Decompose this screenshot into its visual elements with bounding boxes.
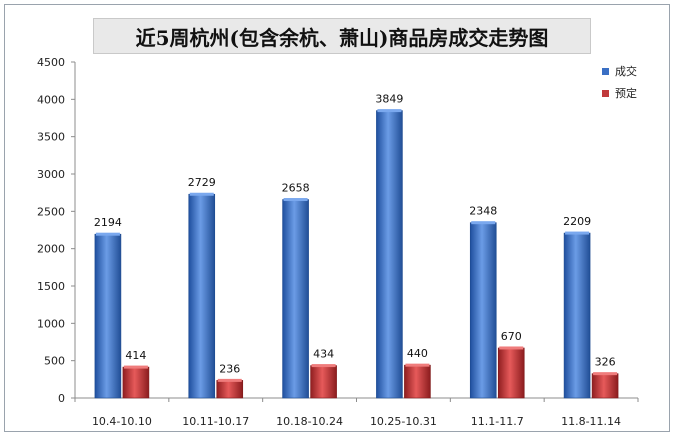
legend-item-deal: 成交 xyxy=(602,60,637,82)
y-tick-label: 0 xyxy=(58,392,65,405)
data-label-deal: 2729 xyxy=(188,176,216,189)
bar-deal xyxy=(282,199,309,399)
data-label-reserve: 434 xyxy=(313,348,334,361)
y-tick-label: 2000 xyxy=(37,243,65,256)
bar-reserve xyxy=(591,373,619,399)
bar-top-reserve xyxy=(311,364,336,368)
legend-swatch-reserve xyxy=(602,89,609,97)
data-label-reserve: 440 xyxy=(407,347,428,360)
bar-deal xyxy=(376,110,403,399)
x-tick-label: 10.4-10.10 xyxy=(92,415,152,428)
y-tick-label: 1000 xyxy=(37,317,65,330)
data-label-deal: 2194 xyxy=(94,216,122,229)
legend-item-reserve: 预定 xyxy=(602,82,637,104)
bar-deal xyxy=(188,193,216,399)
x-tick-label: 10.18-10.24 xyxy=(276,415,343,428)
y-tick-label: 2500 xyxy=(37,205,65,218)
data-label-reserve: 326 xyxy=(595,356,616,369)
x-tick-label: 10.25-10.31 xyxy=(370,415,437,428)
x-tick-label: 10.11-10.17 xyxy=(182,415,249,428)
data-label-deal: 2658 xyxy=(282,182,310,195)
data-label-reserve: 414 xyxy=(125,349,146,362)
x-tick-label: 11.8-11.14 xyxy=(561,415,621,428)
bar-top-reserve xyxy=(217,378,242,382)
chart-title: 近5周杭州(包含余杭、萧山)商品房成交走势图 xyxy=(93,18,591,54)
y-tick-label: 3000 xyxy=(37,168,65,181)
bar-top-deal xyxy=(377,109,402,113)
bar-reserve xyxy=(497,347,525,399)
bar-deal xyxy=(94,233,122,399)
y-tick-label: 500 xyxy=(44,355,65,368)
legend-swatch-deal xyxy=(602,67,609,75)
data-label-reserve: 670 xyxy=(501,330,522,343)
bar-top-reserve xyxy=(593,372,618,376)
legend-label-deal: 成交 xyxy=(615,65,637,78)
bar-deal xyxy=(469,222,497,399)
data-labels: 2194 414 2729 236 2658 434 3849 440 2348 670 2209 3… xyxy=(94,93,616,376)
bar-reserve xyxy=(122,366,150,399)
y-tick-label: 3500 xyxy=(37,131,65,144)
axes: 0 500 1000 1500 2000 2500 3000 3500 4000 4500 10.4… xyxy=(37,56,639,428)
bar-reserve xyxy=(310,365,337,399)
x-tick-label: 11.1-11.7 xyxy=(471,415,524,428)
data-label-deal: 3849 xyxy=(375,93,403,106)
legend-label-reserve: 预定 xyxy=(615,87,637,100)
y-tick-label: 1500 xyxy=(37,280,65,293)
bar-top-deal xyxy=(189,192,214,196)
bars xyxy=(94,109,619,399)
bar-deal xyxy=(563,232,591,399)
bar-top-deal xyxy=(95,232,120,236)
y-tick-label: 4000 xyxy=(37,93,65,106)
data-label-deal: 2209 xyxy=(563,215,591,228)
bar-top-deal xyxy=(471,221,496,225)
bar-top-reserve xyxy=(499,346,524,350)
bar-top-deal xyxy=(283,198,308,202)
data-label-deal: 2348 xyxy=(469,205,497,218)
y-tick-label: 4500 xyxy=(37,56,65,69)
bar-top-reserve xyxy=(123,365,148,369)
legend: 成交 预定 xyxy=(602,60,637,104)
bar-top-deal xyxy=(565,231,590,235)
bar-reserve xyxy=(404,364,431,399)
bar-top-reserve xyxy=(405,363,430,367)
data-label-reserve: 236 xyxy=(219,362,240,375)
bar-reserve xyxy=(216,380,244,399)
